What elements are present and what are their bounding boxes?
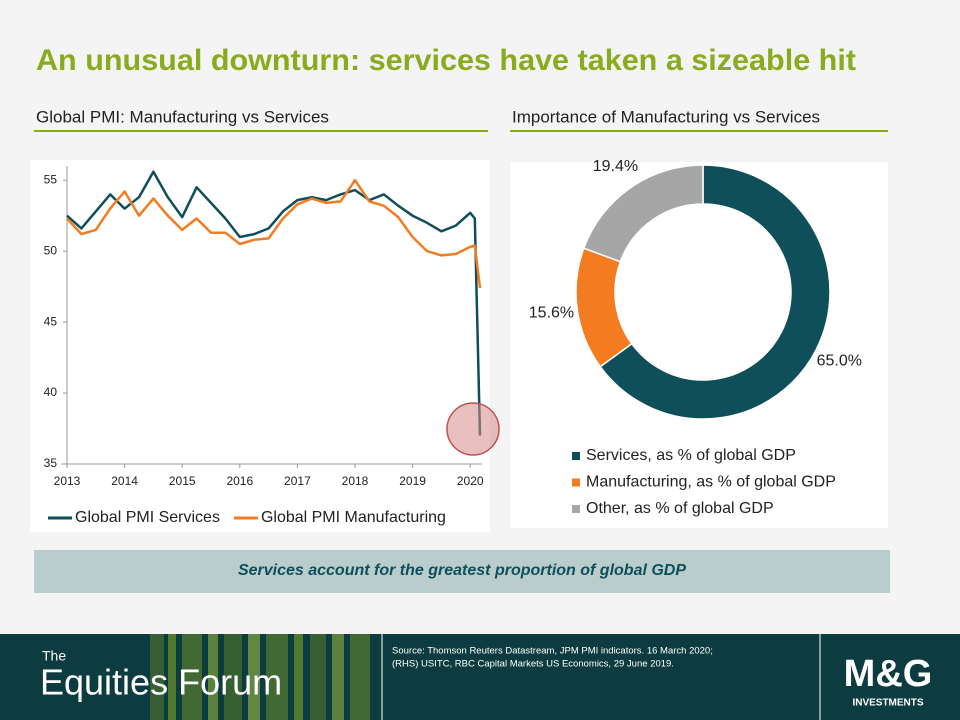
chart-title: Global PMI: Manufacturing vs Services [36,107,329,126]
banner [34,550,890,593]
x-tick-label: 2014 [111,474,138,488]
donut-slice [599,164,831,420]
source-text: (RHS) USITC, RBC Capital Markets US Econ… [392,659,674,670]
footer-stripes [150,634,370,720]
x-tick-label: 2015 [169,474,196,488]
x-tick-label: 2019 [399,474,426,488]
legend-swatch [572,505,580,513]
source-text: Source: Thomson Reuters Datastream, JPM … [392,646,713,657]
x-tick-label: 2017 [284,474,311,488]
x-tick-label: 2020 [457,474,484,488]
chart-panel [510,162,888,528]
brand: Equities Forum [40,662,282,703]
y-tick-label: 35 [44,456,58,470]
x-tick-label: 2018 [342,474,369,488]
slide-title: An unusual downturn: services have taken… [36,44,856,77]
banner-text: Services account for the greatest propor… [238,562,686,579]
legend-label: Manufacturing, as % of global GDP [586,474,836,491]
logo: M&G [844,653,933,695]
highlight-circle [446,402,500,456]
legend-label: Services, as % of global GDP [586,447,796,464]
value-label: 65.0% [817,353,862,370]
y-tick-label: 50 [44,243,58,257]
legend-label: Global PMI Services [75,509,220,526]
logo-sub: INVESTMENTS [852,698,923,709]
donut-slice [582,164,704,263]
brand-small: The [42,648,66,664]
series-line [66,170,482,436]
x-tick-label: 2016 [226,474,253,488]
value-label: 15.6% [529,304,574,321]
legend-label: Global PMI Manufacturing [261,509,446,526]
chart-title: Importance of Manufacturing vs Services [512,107,820,126]
legend-label: Other, as % of global GDP [586,500,774,517]
series-line [66,178,482,289]
y-tick-label: 55 [44,172,58,186]
value-label: 19.4% [593,158,638,175]
legend-swatch [572,452,580,460]
legend-swatch [572,478,580,487]
x-tick-label: 2013 [54,474,81,488]
y-tick-label: 40 [44,385,58,399]
chart-panel [30,160,490,532]
y-tick-label: 45 [44,314,58,328]
